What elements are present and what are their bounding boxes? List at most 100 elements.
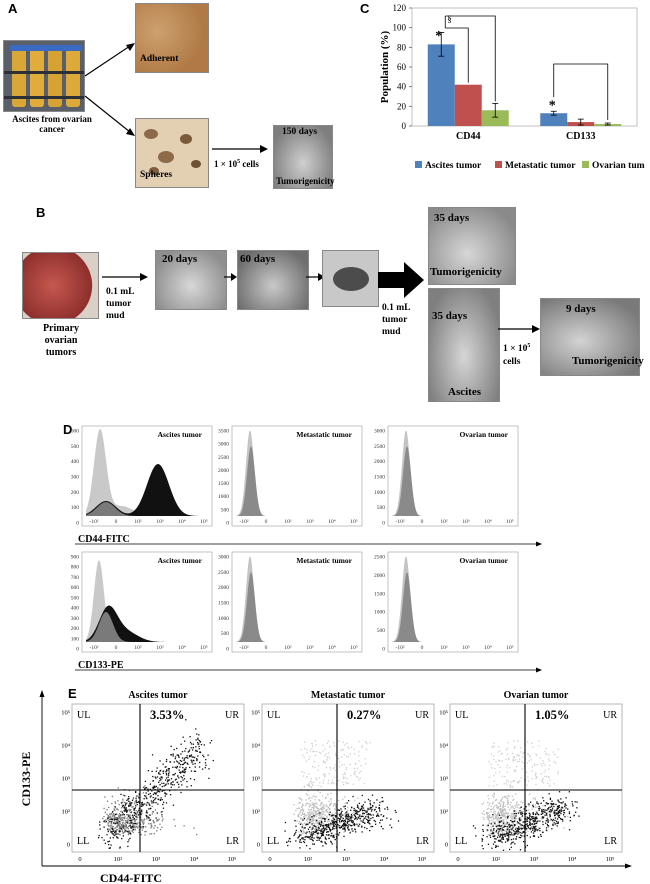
histogram-y-tick: 900 [71,555,80,561]
event-dot [183,775,185,777]
event-dot [128,808,130,811]
event-dot [525,826,527,828]
event-dot [114,833,116,835]
event-dot [143,798,145,800]
event-dot [181,771,183,773]
event-dot [539,820,541,822]
event-dot [536,813,539,815]
event-dot [320,812,322,814]
event-dot [212,759,214,762]
event-dot [526,844,529,847]
event-dot [369,742,371,744]
event-dot [329,803,332,805]
event-dot [510,816,512,818]
event-dot [318,751,321,754]
event-dot [289,838,291,840]
event-dot [503,818,505,821]
event-dot [522,831,525,834]
event-dot [515,809,517,811]
event-dot [325,804,328,806]
event-dot [500,815,502,817]
event-dot [341,810,343,812]
event-dot [520,813,522,815]
event-dot [377,814,379,817]
event-dot [364,801,366,803]
event-dot [193,827,195,829]
event-dot [302,829,304,831]
histogram-y-tick: 500 [71,595,80,601]
event-dot [125,824,128,826]
event-dot [182,736,184,738]
ascites-label: Ascites [448,386,481,398]
event-dot [488,776,490,778]
event-dot [517,833,519,835]
event-dot [491,830,493,833]
event-dot [511,785,514,788]
event-dot [303,822,305,824]
event-dot [148,817,151,819]
event-dot [342,824,344,826]
quadrant-label-ul: UL [77,710,90,721]
event-dot [496,807,498,809]
event-dot [557,805,559,807]
event-dot [310,811,313,813]
event-dot [499,804,502,807]
event-dot [493,796,495,798]
event-dot [514,843,516,845]
event-dot [311,743,313,745]
event-dot [512,760,514,762]
event-dot [536,821,538,823]
event-dot [315,828,317,830]
event-dot [181,757,184,759]
event-dot [192,743,195,745]
event-dot [500,830,503,833]
event-dot [171,784,173,786]
event-dot [491,808,493,810]
event-dot [332,813,334,815]
event-dot [327,756,329,758]
histogram-title: Metastatic tumor [296,556,352,565]
scatter-x-tick: 10⁵ [606,856,615,863]
event-dot [111,828,113,830]
event-dot [501,760,503,762]
event-dot [325,805,327,807]
event-dot [546,814,548,816]
event-dot [310,832,313,834]
event-dot [534,797,536,799]
event-dot [176,747,178,750]
event-dot [308,836,310,838]
event-dot [301,826,303,828]
event-dot [518,758,521,760]
event-dot [546,816,549,818]
histogram-x-tick: 10⁵ [350,645,358,651]
event-dot [492,815,494,817]
event-dot [199,751,201,753]
event-dot [544,814,546,816]
event-dot [534,798,537,801]
significance-star: * [435,29,442,44]
event-dot [128,797,130,800]
event-dot [519,831,521,834]
event-dot [567,815,569,818]
event-dot [490,830,492,832]
event-dot [500,811,502,813]
event-dot [361,825,363,827]
event-dot [127,833,130,836]
event-dot [389,824,391,826]
event-dot [346,824,348,826]
event-dot [177,783,180,786]
event-dot [321,828,323,830]
event-dot [111,795,114,798]
event-dot [302,837,304,839]
event-dot [168,768,170,770]
event-dot [109,837,112,839]
event-dot [317,769,319,771]
event-dot [526,818,528,820]
event-dot [538,809,540,811]
event-dot [150,795,152,797]
event-dot [329,766,332,768]
event-dot [307,794,309,796]
event-dot [113,819,115,822]
mouse-label-a: Tumorigenicity [276,176,335,186]
